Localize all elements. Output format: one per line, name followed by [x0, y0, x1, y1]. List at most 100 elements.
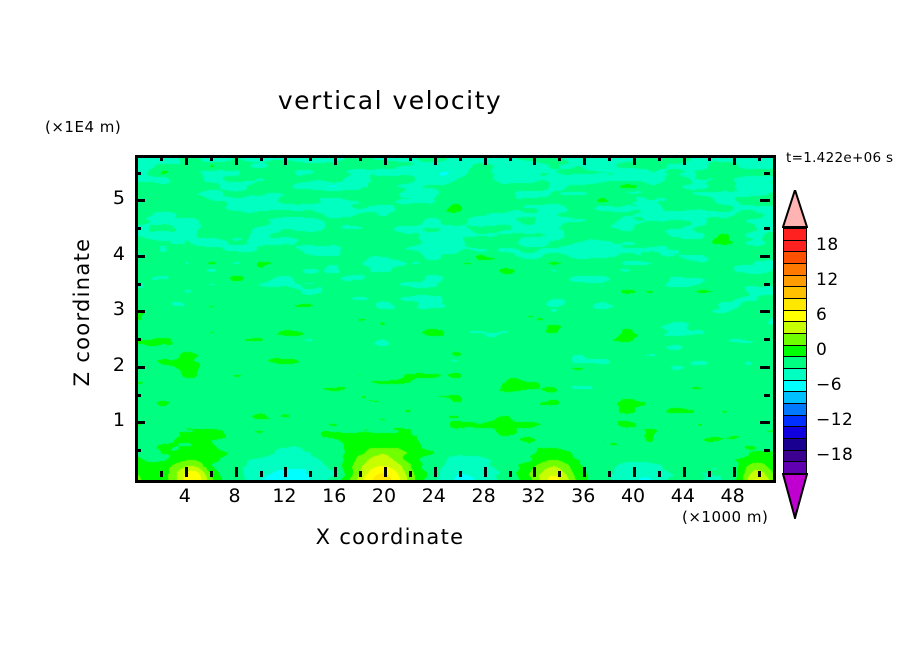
x-tick-label: 28: [471, 485, 496, 507]
tick-mark: [558, 471, 561, 477]
tick-mark: [135, 421, 145, 424]
colorbar: [781, 186, 809, 522]
tick-mark: [758, 155, 761, 161]
tick-mark: [135, 366, 145, 369]
time-annotation: t=1.422e+06 s: [786, 150, 894, 166]
tick-mark: [185, 155, 188, 165]
tick-mark: [235, 155, 238, 165]
tick-mark: [583, 155, 586, 165]
tick-mark: [658, 155, 661, 161]
x-tick-label: 4: [178, 485, 191, 507]
tick-mark: [135, 310, 145, 313]
y-tick-label: 1: [112, 409, 125, 432]
x-tick-label: 40: [620, 485, 646, 507]
x-tick-label: 20: [371, 485, 397, 507]
tick-mark: [210, 155, 213, 161]
tick-mark: [633, 467, 636, 477]
tick-mark: [359, 471, 362, 477]
tick-mark: [683, 155, 686, 165]
tick-mark: [409, 471, 412, 477]
vertical-velocity-field: [138, 158, 773, 480]
tick-mark: [384, 155, 387, 165]
tick-mark: [733, 467, 736, 477]
y-tick-label: 3: [112, 298, 125, 321]
x-axis-unit-label: (×1000 m): [682, 508, 769, 526]
x-tick-label: 32: [521, 485, 546, 507]
tick-mark: [160, 471, 163, 477]
tick-mark: [608, 155, 611, 161]
colorbar-label: −12: [816, 409, 854, 430]
x-axis-title: X coordinate: [315, 525, 465, 549]
tick-mark: [135, 172, 141, 175]
tick-mark: [135, 338, 141, 341]
tick-mark: [235, 467, 238, 477]
tick-mark: [509, 155, 512, 161]
x-tick-label: 48: [720, 485, 745, 507]
tick-mark: [558, 155, 561, 161]
y-axis-title: Z coordinate: [70, 237, 94, 387]
tick-mark: [309, 471, 312, 477]
tick-mark: [764, 394, 770, 397]
tick-mark: [459, 471, 462, 477]
tick-mark: [135, 394, 141, 397]
tick-mark: [758, 471, 761, 477]
tick-mark: [135, 449, 141, 452]
x-tick-label: 36: [571, 485, 596, 507]
z-axis-unit-label: (×1E4 m): [45, 118, 122, 136]
tick-mark: [260, 155, 263, 161]
tick-mark: [764, 283, 770, 286]
tick-mark: [484, 467, 487, 477]
tick-mark: [733, 155, 736, 165]
tick-mark: [583, 467, 586, 477]
tick-mark: [708, 471, 711, 477]
tick-mark: [533, 467, 536, 477]
tick-mark: [764, 227, 770, 230]
colorbar-under-cap: [781, 473, 809, 522]
tick-mark: [764, 338, 770, 341]
tick-mark: [708, 155, 711, 161]
y-tick-label: 4: [112, 242, 125, 265]
tick-mark: [760, 255, 770, 258]
page-title: vertical velocity: [277, 86, 503, 115]
tick-mark: [434, 155, 437, 165]
colorbar-over-cap: [781, 186, 809, 228]
tick-mark: [210, 471, 213, 477]
colorbar-label: 18: [816, 234, 839, 255]
x-tick-label: 44: [670, 485, 695, 507]
colorbar-label: −18: [816, 444, 854, 465]
x-tick-label: 24: [421, 485, 446, 507]
tick-mark: [633, 155, 636, 165]
colorbar-label: 6: [816, 304, 828, 325]
tick-mark: [409, 155, 412, 161]
contour-plot-area: [135, 155, 776, 483]
tick-mark: [484, 155, 487, 165]
y-tick-label: 5: [112, 187, 125, 210]
y-tick-label: 2: [112, 353, 125, 376]
tick-mark: [764, 172, 770, 175]
tick-mark: [764, 449, 770, 452]
tick-mark: [359, 155, 362, 161]
tick-mark: [384, 467, 387, 477]
tick-mark: [135, 199, 145, 202]
tick-mark: [135, 227, 141, 230]
tick-mark: [185, 467, 188, 477]
x-tick-label: 8: [228, 485, 241, 507]
tick-mark: [135, 255, 145, 258]
tick-mark: [509, 471, 512, 477]
tick-mark: [760, 366, 770, 369]
tick-mark: [459, 155, 462, 161]
tick-mark: [760, 421, 770, 424]
tick-mark: [533, 155, 536, 165]
tick-mark: [683, 467, 686, 477]
tick-mark: [658, 471, 661, 477]
tick-mark: [284, 155, 287, 165]
colorbar-label: 12: [816, 269, 839, 290]
tick-mark: [608, 471, 611, 477]
tick-mark: [309, 155, 312, 161]
tick-mark: [160, 155, 163, 161]
tick-mark: [434, 467, 437, 477]
x-tick-label: 12: [272, 485, 297, 507]
tick-mark: [334, 467, 337, 477]
tick-mark: [760, 199, 770, 202]
